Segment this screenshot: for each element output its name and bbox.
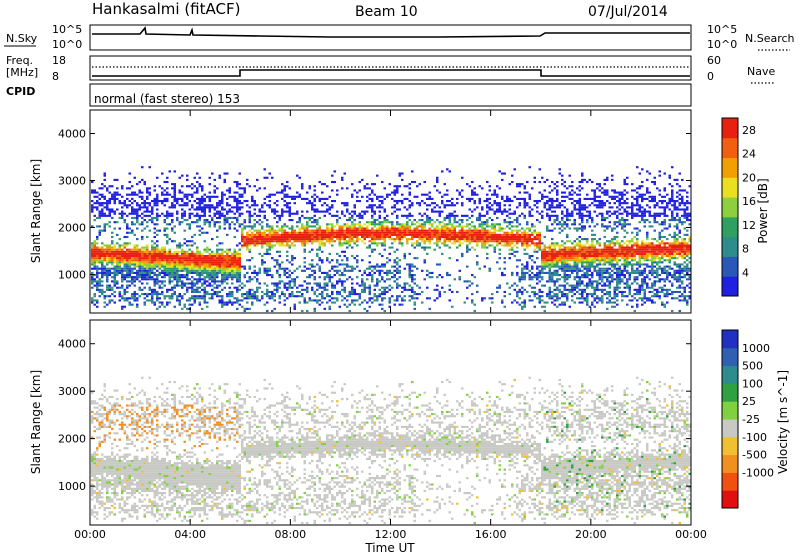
power-colorbar-swatch [722, 137, 738, 159]
vel-ytick-label: 3000 [58, 385, 86, 398]
power-ytick-label: 2000 [58, 221, 86, 234]
power-colorbar-swatch [722, 197, 738, 218]
freq-tick-top: 18 [52, 54, 66, 67]
nsky-line [92, 26, 690, 38]
velocity-colorbar-tick: -25 [742, 413, 760, 426]
power-ytick-label: 1000 [58, 268, 86, 281]
xtick-label: 20:00 [575, 528, 607, 541]
power-colorbar-tick: 8 [742, 243, 749, 256]
velocity-colorbar-swatch [722, 454, 738, 473]
nsky-tick-bottom: 10^0 [52, 38, 82, 51]
power-ylabel: Slant Range [km] [29, 159, 43, 263]
power-colorbar-tick: 24 [742, 148, 756, 161]
nsearch-label: N.Search [745, 32, 795, 45]
beam-title: Beam 10 [355, 4, 418, 20]
xtick-label: 00:00 [74, 528, 106, 541]
velocity-colorbar-tick: 500 [742, 360, 763, 373]
xlabel: Time UT [364, 541, 415, 554]
nsky-tick-top: 10^5 [52, 23, 82, 36]
velocity-colorbar-tick: 100 [742, 377, 763, 390]
power-colorbar-swatch [722, 256, 738, 277]
power-colorbar-swatch [722, 118, 738, 139]
power-colorbar-tick: 4 [742, 266, 749, 279]
power-colorbar-swatch [722, 236, 738, 257]
power-colorbar-swatch [722, 157, 738, 178]
power-ytick-label: 4000 [58, 127, 86, 140]
velocity-colorbar-swatch [722, 365, 738, 384]
velocity-ylabel: Slant Range [km] [29, 370, 43, 474]
velocity-colorbar-swatch [722, 401, 738, 420]
freq-label-line1: Freq. [6, 54, 33, 67]
velocity-colorbar-frame [721, 329, 739, 509]
xtick-label: 08:00 [274, 528, 306, 541]
velocity-colorbar-tick: -100 [742, 431, 767, 444]
vel-ytick-label: 1000 [58, 480, 86, 493]
velocity-colorbar-tick: 25 [742, 395, 756, 408]
velocity-colorbar-swatch [722, 330, 738, 349]
power-colorbar-tick: 28 [742, 124, 756, 137]
freq-panel: Freq. [MHz] 18 8 60 0 Nave [6, 54, 775, 84]
xtick-label: 04:00 [174, 528, 206, 541]
cpid-text: normal (fast stereo) 153 [94, 92, 240, 106]
velocity-colorbar-tick: -500 [742, 449, 767, 462]
power-colorbar-frame [721, 117, 739, 297]
power-colorbar-swatch [722, 216, 738, 238]
freq-label-line2: [MHz] [6, 66, 38, 79]
power-colorbar-swatch [722, 276, 738, 297]
velocity-colorbar-tick: -1000 [742, 466, 774, 479]
velocity-colorbar-swatch [722, 419, 738, 438]
power-colorbar-label: Power [dB] [756, 178, 770, 243]
nave-tick-top: 60 [707, 54, 721, 67]
nsearch-tick-top: 10^5 [707, 23, 737, 36]
velocity-panel: 1000 2000 3000 4000 Slant Range [km] 1000 50… [29, 319, 790, 526]
velocity-colorbar-swatch [722, 490, 738, 509]
station-title: Hankasalmi (fitACF) [92, 0, 240, 18]
power-ytick-label: 3000 [58, 174, 86, 187]
velocity-colorbar-label: Velocity [m s^-1] [776, 370, 790, 474]
velocity-colorbar-swatch [722, 347, 738, 367]
cpid-label: CPID [6, 85, 35, 98]
nave-label: Nave [747, 65, 775, 78]
vel-ytick-label: 4000 [58, 338, 86, 351]
xtick-label: 12:00 [375, 528, 407, 541]
power-colorbar-tick: 20 [742, 171, 756, 184]
nsky-panel: N.Sky 10^5 10^0 10^5 10^0 N.Search [4, 23, 795, 51]
power-colorbar-tick: 12 [742, 219, 756, 232]
nsearch-tick-bottom: 10^0 [707, 38, 737, 51]
time-axis: 00:00 04:00 08:00 12:00 16:00 20:00 00:00 [74, 110, 707, 541]
nave-tick-bottom: 0 [707, 70, 714, 83]
vel-ytick-label: 2000 [58, 433, 86, 446]
nsky-label: N.Sky [6, 32, 38, 45]
xtick-label: 16:00 [475, 528, 507, 541]
power-panel: 1000 2000 3000 4000 Slant Range [km] 4 8 12 16… [29, 109, 770, 314]
freq-tick-bottom: 8 [52, 70, 59, 83]
velocity-colorbar-tick: 1000 [742, 342, 770, 355]
power-colorbar-tick: 16 [742, 195, 756, 208]
velocity-colorbar-swatch [722, 436, 738, 456]
velocity-colorbar-swatch [722, 472, 738, 491]
velocity-colorbar-swatch [722, 383, 738, 402]
cpid-panel: CPID normal (fast stereo) 153 [6, 83, 692, 107]
date-title: 07/Jul/2014 [588, 4, 668, 20]
xtick-label: 00:00 [675, 528, 707, 541]
power-colorbar-swatch [722, 177, 738, 198]
freq-line [92, 69, 690, 77]
